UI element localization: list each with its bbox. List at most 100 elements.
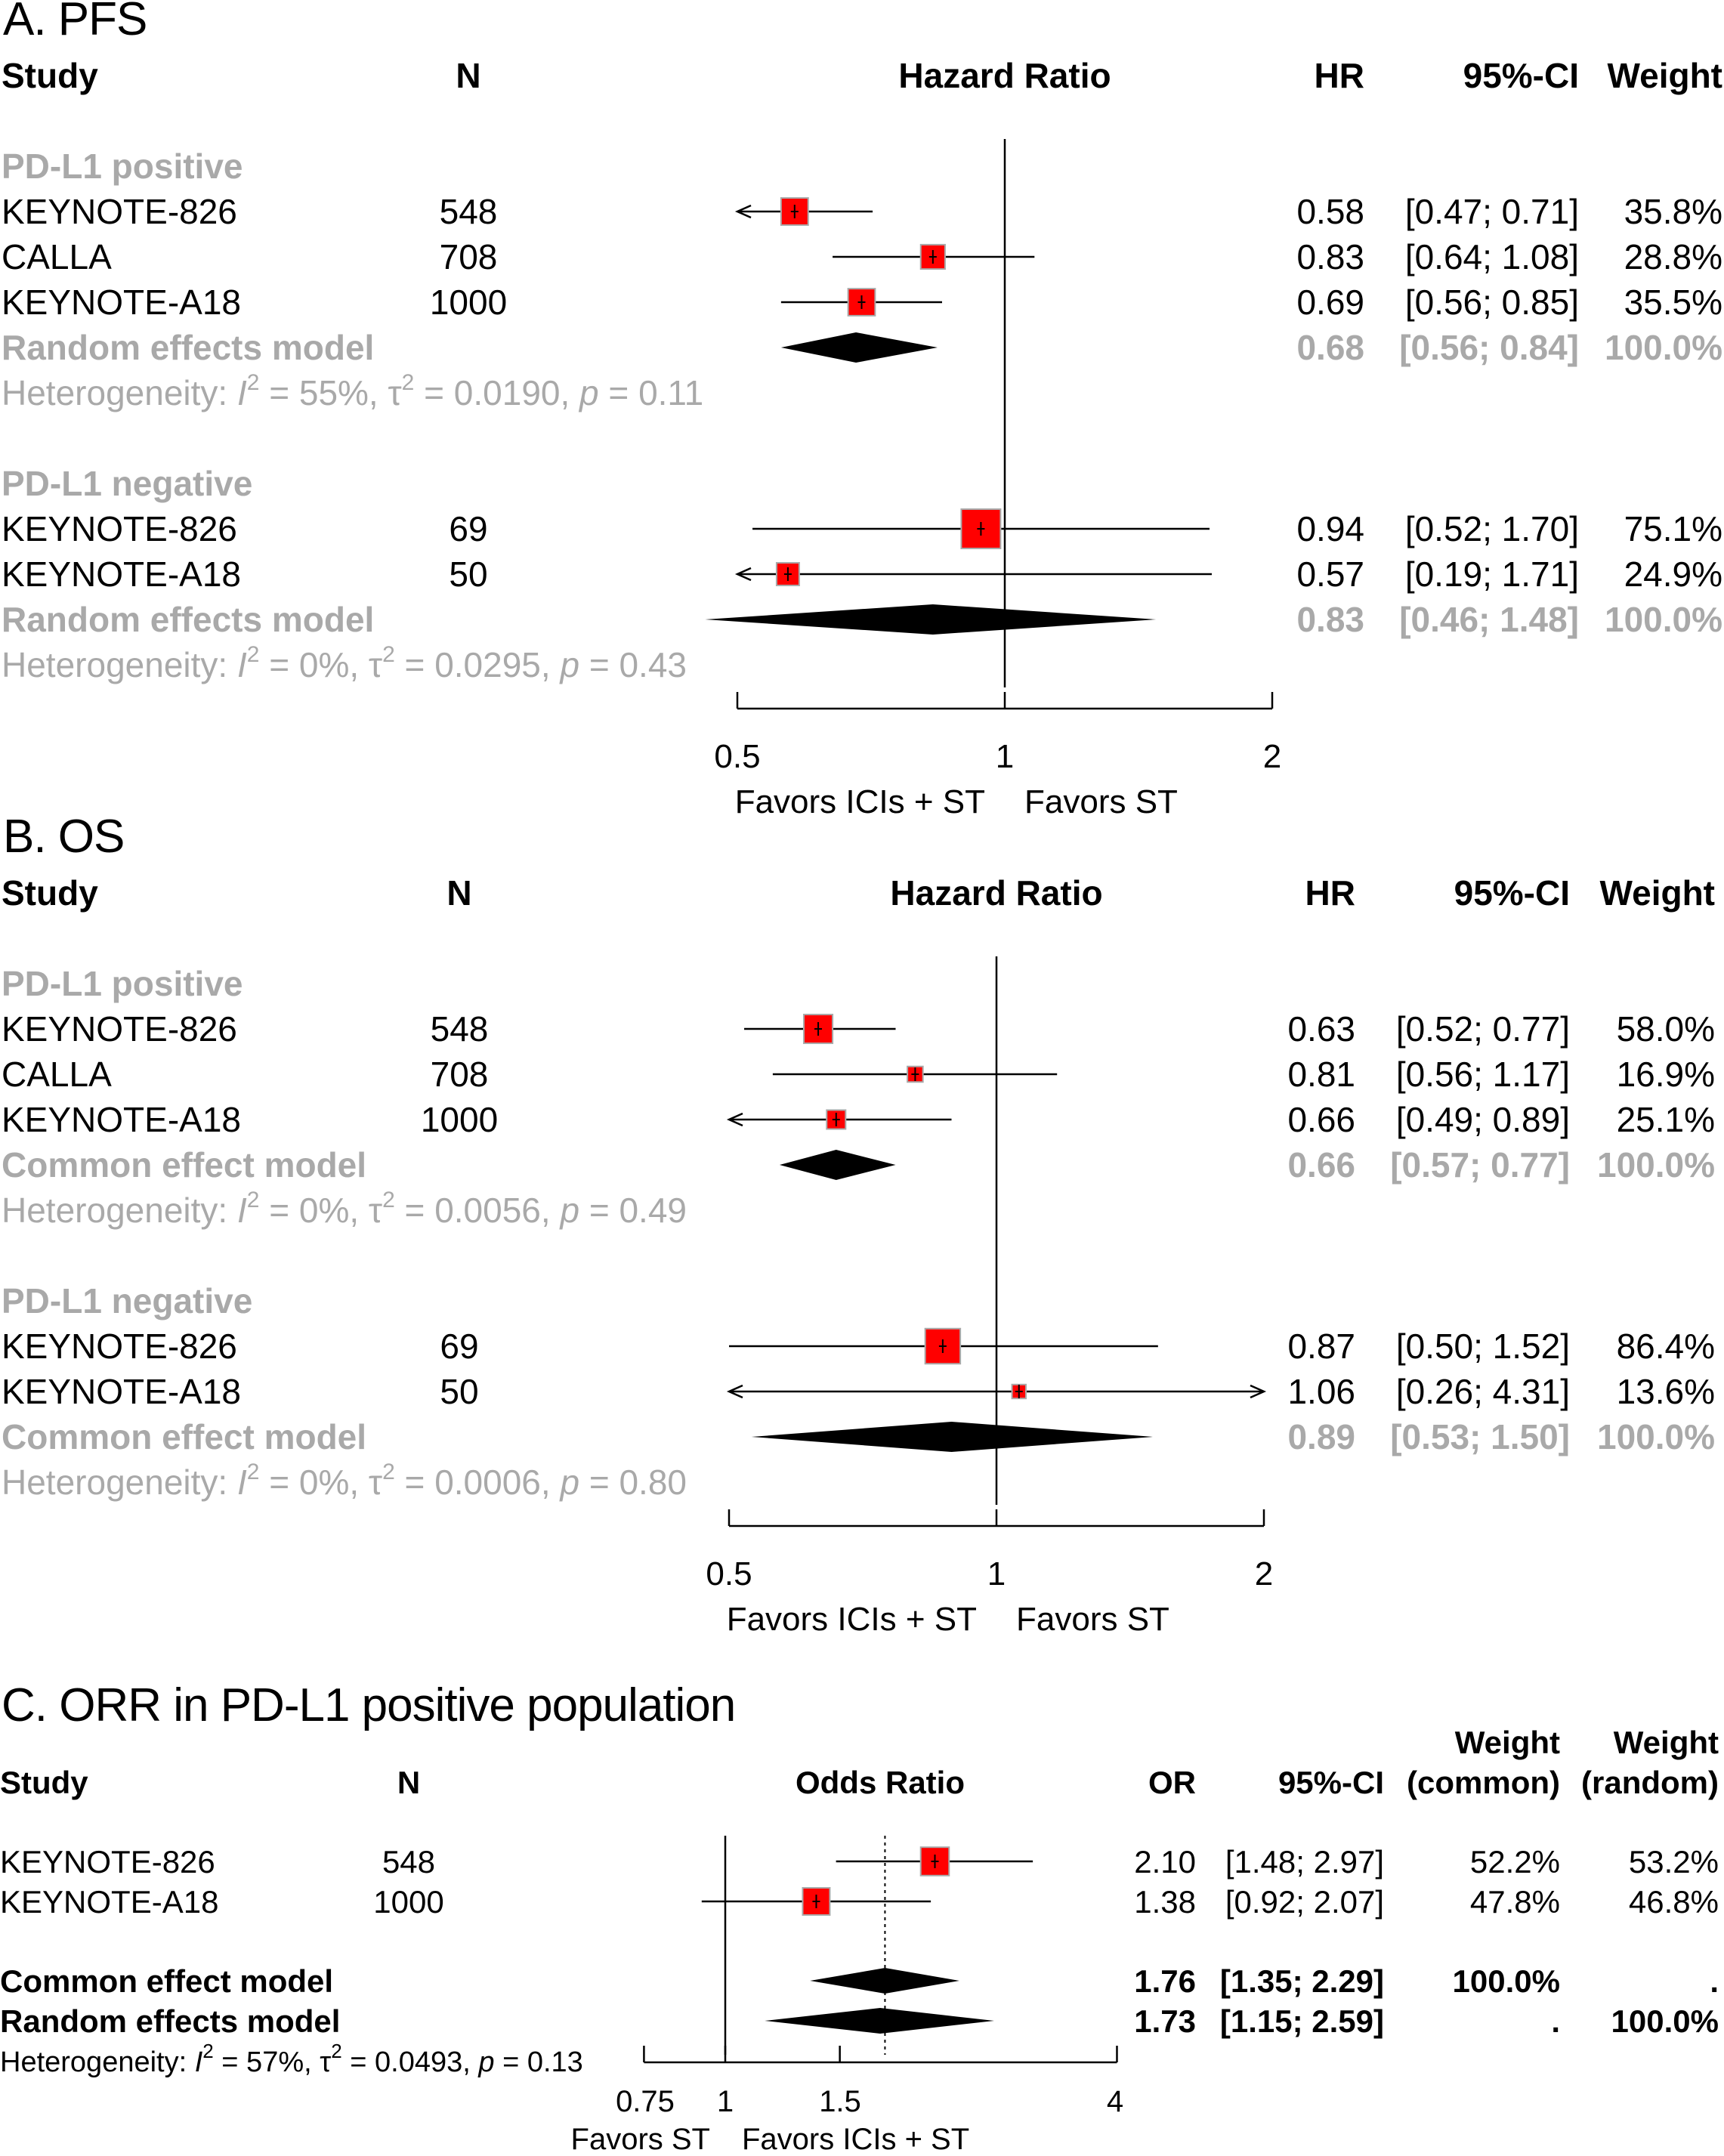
study-ci: [0.64; 1.08] xyxy=(1405,237,1579,276)
panel-c-header-weight-common-1: Weight xyxy=(1455,1725,1560,1760)
study-ci: [0.52; 0.77] xyxy=(1396,1009,1570,1049)
study-estimate: 0.81 xyxy=(1287,1055,1355,1094)
panel-a-group-label: PD-L1 negative xyxy=(2,464,252,503)
pooled-label: Common effect model xyxy=(2,1145,366,1185)
study-name: CALLA xyxy=(2,1055,112,1094)
pooled-estimate: 0.89 xyxy=(1287,1417,1355,1456)
axis-tick-label: 2 xyxy=(1255,1555,1273,1592)
study-n: 708 xyxy=(440,237,498,276)
study-n: 548 xyxy=(440,192,498,231)
study-n: 548 xyxy=(382,1844,435,1880)
panel-c-header-effect: Odds Ratio xyxy=(796,1765,965,1800)
ci-arrow xyxy=(734,567,752,582)
study-ci: [0.56; 1.17] xyxy=(1396,1055,1570,1094)
study-name: KEYNOTE-826 xyxy=(2,192,237,231)
study-n: 69 xyxy=(449,509,487,548)
panel-a-group-label: PD-L1 positive xyxy=(2,147,243,186)
axis-tick-label: 0.5 xyxy=(706,1555,752,1592)
study-name: KEYNOTE-826 xyxy=(2,509,237,548)
panel-c-header-study: Study xyxy=(0,1765,88,1800)
panel-a-row: KEYNOTE-826 548 0.58 [0.47; 0.71] 35.8% xyxy=(2,192,1722,231)
pooled-label: Common effect model xyxy=(2,1417,366,1456)
panel-c-header-ci: 95%-CI xyxy=(1278,1765,1384,1800)
axis-tick-label: 1.5 xyxy=(819,2085,861,2118)
panel-c-orr: C. ORR in PD-L1 positive population Weig… xyxy=(0,1679,1719,2156)
study-estimate: 0.83 xyxy=(1296,237,1364,276)
ci-arrow xyxy=(726,1112,743,1127)
study-estimate: 1.38 xyxy=(1134,1884,1196,1920)
panel-c-header-weight-random-2: (random) xyxy=(1581,1765,1719,1800)
axis-tick-label: 2 xyxy=(1263,738,1281,775)
axis-tick-label: 1 xyxy=(996,738,1014,775)
pooled-weight: 100.0% xyxy=(1605,328,1722,367)
pooled-diamond xyxy=(751,1422,1154,1452)
panel-c-header-n: N xyxy=(397,1765,420,1800)
pooled-diamond xyxy=(765,2008,994,2034)
panel-a-header-ci: 95%-CI xyxy=(1463,56,1579,95)
pooled-ci: [0.46; 1.48] xyxy=(1399,600,1579,639)
favors-left-label: Favors ICIs + ST xyxy=(735,783,985,820)
pooled-estimate: 1.73 xyxy=(1134,2003,1196,2039)
pooled-weight-common: 100.0% xyxy=(1453,1963,1560,1999)
study-ci: [0.49; 0.89] xyxy=(1396,1100,1570,1139)
study-ci: [1.48; 2.97] xyxy=(1225,1844,1384,1880)
panel-b-header-weight: Weight xyxy=(1600,873,1715,913)
study-estimate: 2.10 xyxy=(1134,1844,1196,1880)
pooled-ci: [0.57; 0.77] xyxy=(1390,1145,1570,1185)
axis-tick-label: 0.5 xyxy=(714,738,760,775)
axis-tick-label: 1 xyxy=(717,2085,734,2118)
panel-a-pfs: A. PFS Study N Hazard Ratio HR 95%-CI We… xyxy=(2,0,1722,820)
study-estimate: 1.06 xyxy=(1287,1372,1355,1411)
pooled-diamond xyxy=(705,604,1157,635)
study-weight-common: 47.8% xyxy=(1470,1884,1560,1920)
study-name: KEYNOTE-A18 xyxy=(2,1100,241,1139)
axis-tick-label: 1 xyxy=(987,1555,1006,1592)
pooled-diamond xyxy=(779,1150,896,1180)
study-n: 50 xyxy=(449,554,487,594)
panel-a-header-n: N xyxy=(456,56,480,95)
favors-right-label: Favors ST xyxy=(1024,783,1178,820)
ci-arrow xyxy=(1250,1384,1267,1399)
study-ci: [0.50; 1.52] xyxy=(1396,1327,1570,1366)
panel-c-row: KEYNOTE-826 548 2.10 [1.48; 2.97] 52.2% … xyxy=(0,1844,1719,1880)
ci-arrow xyxy=(726,1384,743,1399)
heterogeneity-text: Heterogeneity: I2 = 0%, τ2 = 0.0056, p =… xyxy=(2,1188,687,1230)
panel-b-row: CALLA 708 0.81 [0.56; 1.17] 16.9% xyxy=(2,1055,1715,1094)
study-name: KEYNOTE-A18 xyxy=(2,554,241,594)
panel-b-header-study: Study xyxy=(2,873,98,913)
heterogeneity-text: Heterogeneity: I2 = 57%, τ2 = 0.0493, p … xyxy=(0,2040,583,2078)
panel-c-pooled-row: Common effect model 1.76 [1.35; 2.29] 10… xyxy=(0,1963,1719,1999)
axis-tick-label: 0.75 xyxy=(616,2085,675,2118)
pooled-label: Random effects model xyxy=(0,2003,340,2039)
study-weight: 24.9% xyxy=(1624,554,1722,594)
panel-a-header-weight: Weight xyxy=(1608,56,1722,95)
pooled-label: Common effect model xyxy=(0,1963,333,1999)
study-ci: [0.56; 0.85] xyxy=(1405,283,1579,322)
study-weight-common: 52.2% xyxy=(1470,1844,1560,1880)
study-name: KEYNOTE-A18 xyxy=(2,283,241,322)
pooled-ci: [0.53; 1.50] xyxy=(1390,1417,1570,1456)
pooled-ci: [0.56; 0.84] xyxy=(1399,328,1579,367)
panel-b-group-label: PD-L1 positive xyxy=(2,964,243,1003)
panel-b-group-label: PD-L1 negative xyxy=(2,1281,252,1320)
study-ci: [0.92; 2.07] xyxy=(1225,1884,1384,1920)
pooled-label: Random effects model xyxy=(2,600,374,639)
study-weight: 16.9% xyxy=(1617,1055,1715,1094)
study-n: 69 xyxy=(440,1327,478,1366)
panel-a-title: A. PFS xyxy=(3,0,147,45)
study-weight: 35.5% xyxy=(1624,283,1722,322)
study-weight: 86.4% xyxy=(1617,1327,1715,1366)
panel-b-header-ci: 95%-CI xyxy=(1454,873,1570,913)
panel-b-header-n: N xyxy=(446,873,471,913)
panel-c-pooled-row: Random effects model 1.73 [1.15; 2.59] .… xyxy=(0,2003,1719,2039)
panel-b-pooled-row: Common effect model 0.89 [0.53; 1.50] 10… xyxy=(2,1417,1715,1456)
panel-b-header-effect: Hazard Ratio xyxy=(890,873,1102,913)
panel-b-row: KEYNOTE-826 69 0.87 [0.50; 1.52] 86.4% xyxy=(2,1327,1715,1366)
axis-tick-label: 4 xyxy=(1107,2085,1123,2118)
pooled-estimate: 0.66 xyxy=(1287,1145,1355,1185)
study-n: 708 xyxy=(431,1055,489,1094)
panel-a-plot-area xyxy=(705,139,1274,710)
study-name: KEYNOTE-A18 xyxy=(2,1372,241,1411)
pooled-ci: [1.35; 2.29] xyxy=(1220,1963,1384,1999)
